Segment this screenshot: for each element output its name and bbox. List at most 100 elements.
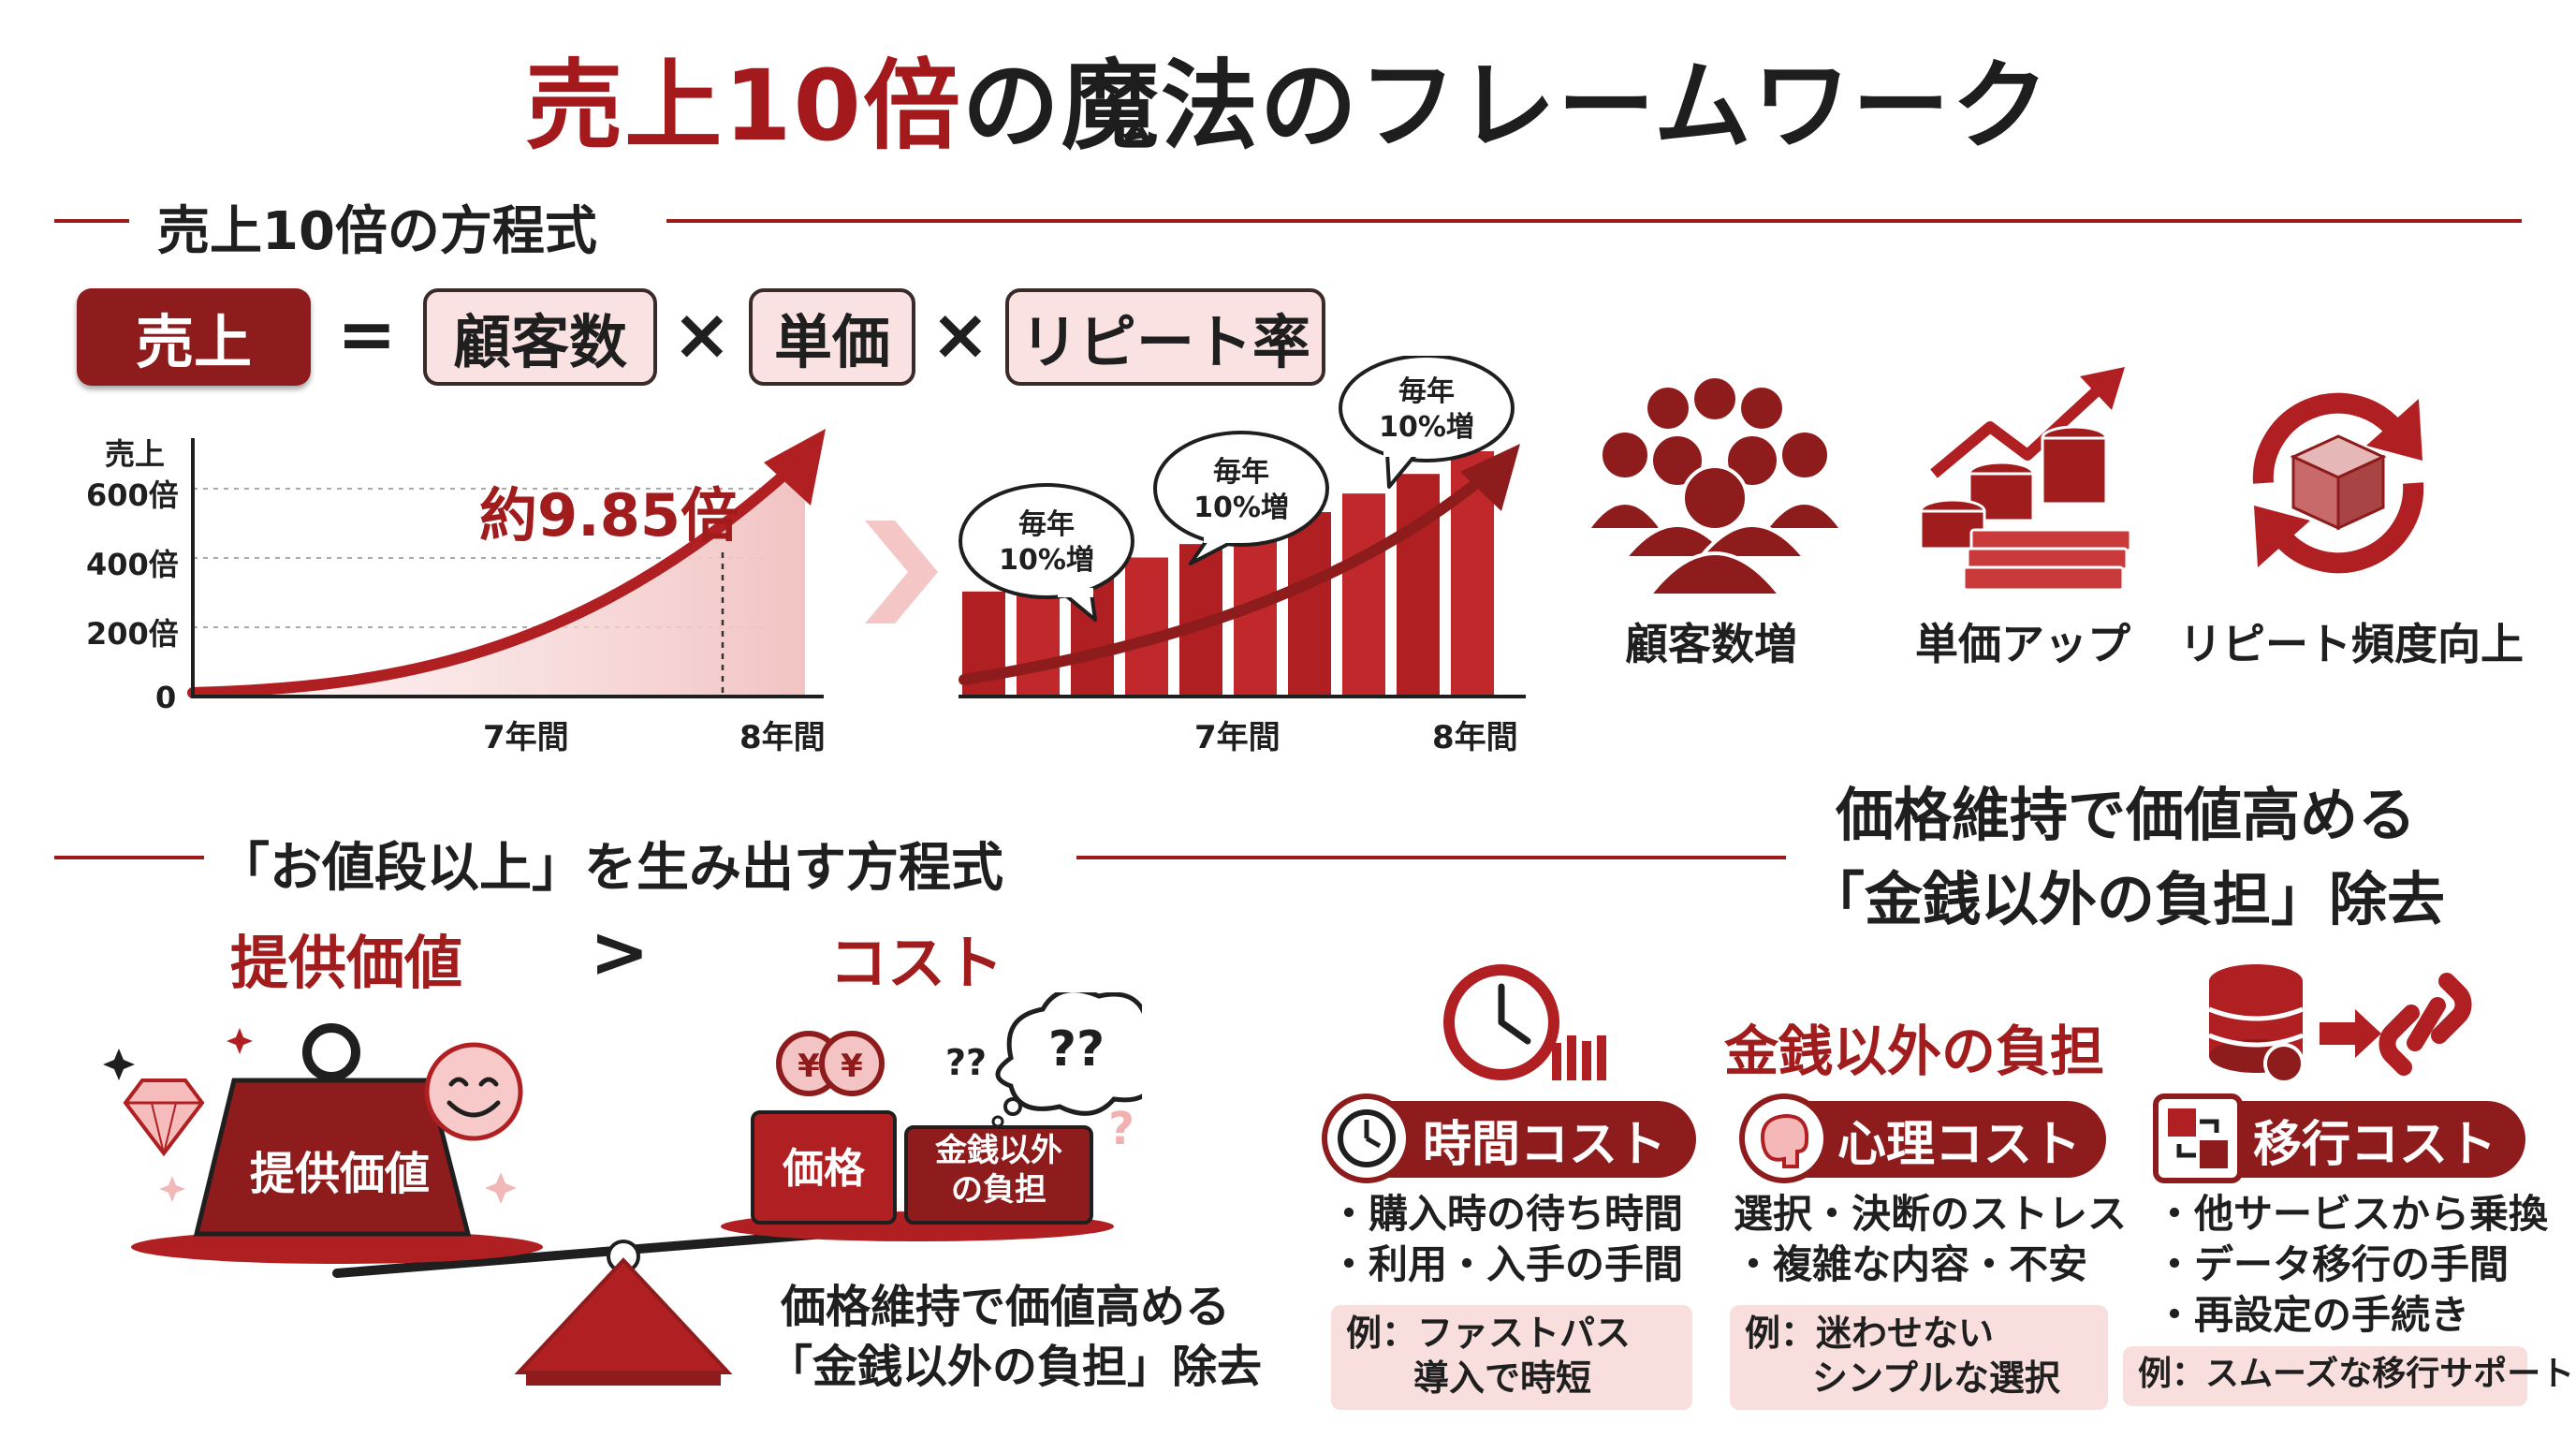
- migration-bullet-3: ・再設定の手続き: [2155, 1292, 2470, 1338]
- money-growth-icon: [1919, 367, 2132, 592]
- question-cloud-icon: ?? ?? ?: [945, 992, 1142, 1155]
- bar-trend-line: [959, 468, 1494, 685]
- growth-curve: [187, 462, 798, 698]
- chevron-right-icon: [865, 521, 938, 624]
- pink-question-mark: ?: [1108, 1103, 1134, 1155]
- weight-label: 提供価値: [249, 1148, 430, 1200]
- chart1-ytick-0: 0: [155, 680, 177, 715]
- time-example-line1: 例：ファストパス: [1346, 1313, 1632, 1354]
- small-question-marks: ??: [945, 1042, 987, 1083]
- clock-icon: [1443, 964, 1606, 1080]
- growth-area: [193, 457, 805, 695]
- value-section-heading: 「お値段以上」を生み出す方程式: [217, 838, 1003, 899]
- title-highlight: 売上10倍: [525, 49, 962, 163]
- page-title: 売上10倍の魔法のフレームワーク: [0, 26, 2576, 168]
- time-example: 例：ファストパス 導入で時短: [1331, 1305, 1692, 1410]
- bubble-2-line2: 10%増: [1193, 492, 1289, 524]
- scale-fulcrum: [514, 1257, 733, 1374]
- burden-block-label: 金銭以外 の負担: [906, 1131, 1091, 1210]
- time-cost-title: 時間コスト: [1422, 1116, 1666, 1173]
- psych-cost-title: 心理コスト: [1837, 1116, 2081, 1173]
- value-gt-symbol: >: [590, 910, 650, 993]
- bar-4: [1125, 557, 1168, 695]
- psych-bullet-1: 選択・決断のストレス: [1734, 1191, 2128, 1237]
- migration-bullet-2: ・データ移行の手間: [2155, 1241, 2510, 1287]
- chart1-ytick-200: 200倍: [86, 616, 179, 652]
- equation-price: 単価: [749, 288, 915, 386]
- value-weight: [193, 1078, 472, 1237]
- title-rest: の魔法のフレームワーク: [961, 49, 2051, 163]
- database-link-icon: [2208, 964, 2472, 1084]
- migration-cost-title: 移行コスト: [2252, 1116, 2496, 1173]
- chart1-xtick-8: 8年間: [739, 719, 826, 756]
- psych-example-line2: シンプルな選択: [1812, 1357, 2060, 1399]
- coin-yen-1: ¥: [798, 1048, 820, 1085]
- growth-bar-chart: 毎年 10%増 毎年 10%増 毎年 10%増: [959, 356, 1526, 698]
- bubble-1-line1: 毎年: [1018, 508, 1075, 541]
- equation-times-1: ×: [672, 292, 732, 375]
- chart1-annotation: 約9.85倍: [479, 481, 739, 550]
- equation-customers: 顧客数: [423, 288, 657, 386]
- section-rule-left: [54, 219, 129, 223]
- migration-example-line1: 例：スムーズな移行サポート: [2138, 1355, 2575, 1393]
- lever-price-label: 単価アップ: [1915, 619, 2130, 669]
- bubble-2: 毎年 10%増: [1153, 431, 1329, 565]
- value-right-label: コスト: [829, 929, 1004, 997]
- chart2-xtick-8: 8年間: [1432, 719, 1518, 756]
- chart1-ytick-400: 400倍: [86, 547, 179, 582]
- psych-example-line1: 例：迷わせない: [1745, 1313, 1995, 1354]
- balance-scale: ¥ ¥ ?? ?? ?: [103, 992, 1142, 1386]
- bar-7: [1288, 512, 1331, 695]
- bubble-3-line1: 毎年: [1398, 375, 1455, 408]
- bar-trend-arrowhead: [1460, 444, 1520, 511]
- growth-area-chart: [187, 429, 826, 698]
- equation-times-2: ×: [930, 292, 990, 375]
- chart2-xtick-7: 7年間: [1194, 719, 1281, 756]
- time-bullet-1: ・購入時の待ち時間: [1329, 1191, 1684, 1237]
- bubble-1: 毎年 10%増: [959, 483, 1134, 622]
- growth-arrowhead: [764, 429, 826, 506]
- equation-equals: =: [337, 292, 397, 375]
- value-rule-right: [1076, 856, 1786, 859]
- diamond-icon: [103, 1028, 517, 1204]
- burden-center-label: 金銭以外の負担: [1724, 1020, 2105, 1083]
- repeat-box-icon: [2252, 392, 2424, 574]
- smiley-icon: [424, 1042, 523, 1141]
- transfer-icon: [2153, 1093, 2243, 1183]
- brain-icon: [1739, 1093, 1829, 1183]
- bubble-3-line2: 10%増: [1379, 411, 1474, 444]
- burden-line1: 金銭以外: [935, 1132, 1062, 1169]
- lever-customers-label: 顧客数増: [1625, 619, 1797, 669]
- chart1-ytick-600: 600倍: [86, 477, 179, 513]
- time-bullet-2: ・利用・入手の手間: [1329, 1241, 1684, 1287]
- chart1-ylabel: 売上: [105, 436, 166, 472]
- psych-example: 例：迷わせない シンプルな選択: [1730, 1305, 2108, 1410]
- time-example-line2: 導入で時短: [1413, 1357, 1592, 1399]
- coins-icon: ¥ ¥: [776, 1031, 885, 1096]
- lever-repeat-label: リピート頻度向上: [2179, 619, 2524, 669]
- burden-line2: の負担: [951, 1171, 1046, 1209]
- chart1-xtick-7: 7年間: [483, 719, 569, 756]
- value-left-label: 提供価値: [230, 929, 463, 997]
- price-block-label: 価格: [783, 1145, 865, 1193]
- burden-heading-line1: 価格維持で価値高める: [1836, 781, 2417, 849]
- bubble-2-line1: 毎年: [1213, 456, 1269, 489]
- bar-2: [1017, 580, 1060, 695]
- bar-9: [1397, 474, 1440, 695]
- price-block: [751, 1110, 897, 1225]
- coin-yen-2: ¥: [841, 1048, 863, 1085]
- burden-heading-line2: 「金銭以外の負担」除去: [1807, 865, 2446, 933]
- value-caption: 価格維持で価値高める 「金銭以外の負担」除去: [768, 1277, 1262, 1397]
- cloud-question-marks: ??: [1048, 1021, 1105, 1078]
- psych-bullet-2: ・複雑な内容・不安: [1734, 1241, 2088, 1287]
- scale-pan-left: [131, 1230, 543, 1264]
- value-caption-line1: 価格維持で価値高める: [781, 1281, 1231, 1333]
- migration-bullet-1: ・他サービスから乗換: [2155, 1191, 2549, 1237]
- value-rule-left: [54, 856, 204, 859]
- small-clock-icon: [1322, 1093, 1412, 1183]
- equation-sales: 売上: [77, 288, 311, 386]
- equation-section-heading: 売上10倍の方程式: [157, 201, 597, 262]
- migration-example: 例：スムーズな移行サポート: [2123, 1346, 2575, 1406]
- equation-repeat: リピート率: [1005, 288, 1325, 386]
- bar-8: [1342, 493, 1385, 695]
